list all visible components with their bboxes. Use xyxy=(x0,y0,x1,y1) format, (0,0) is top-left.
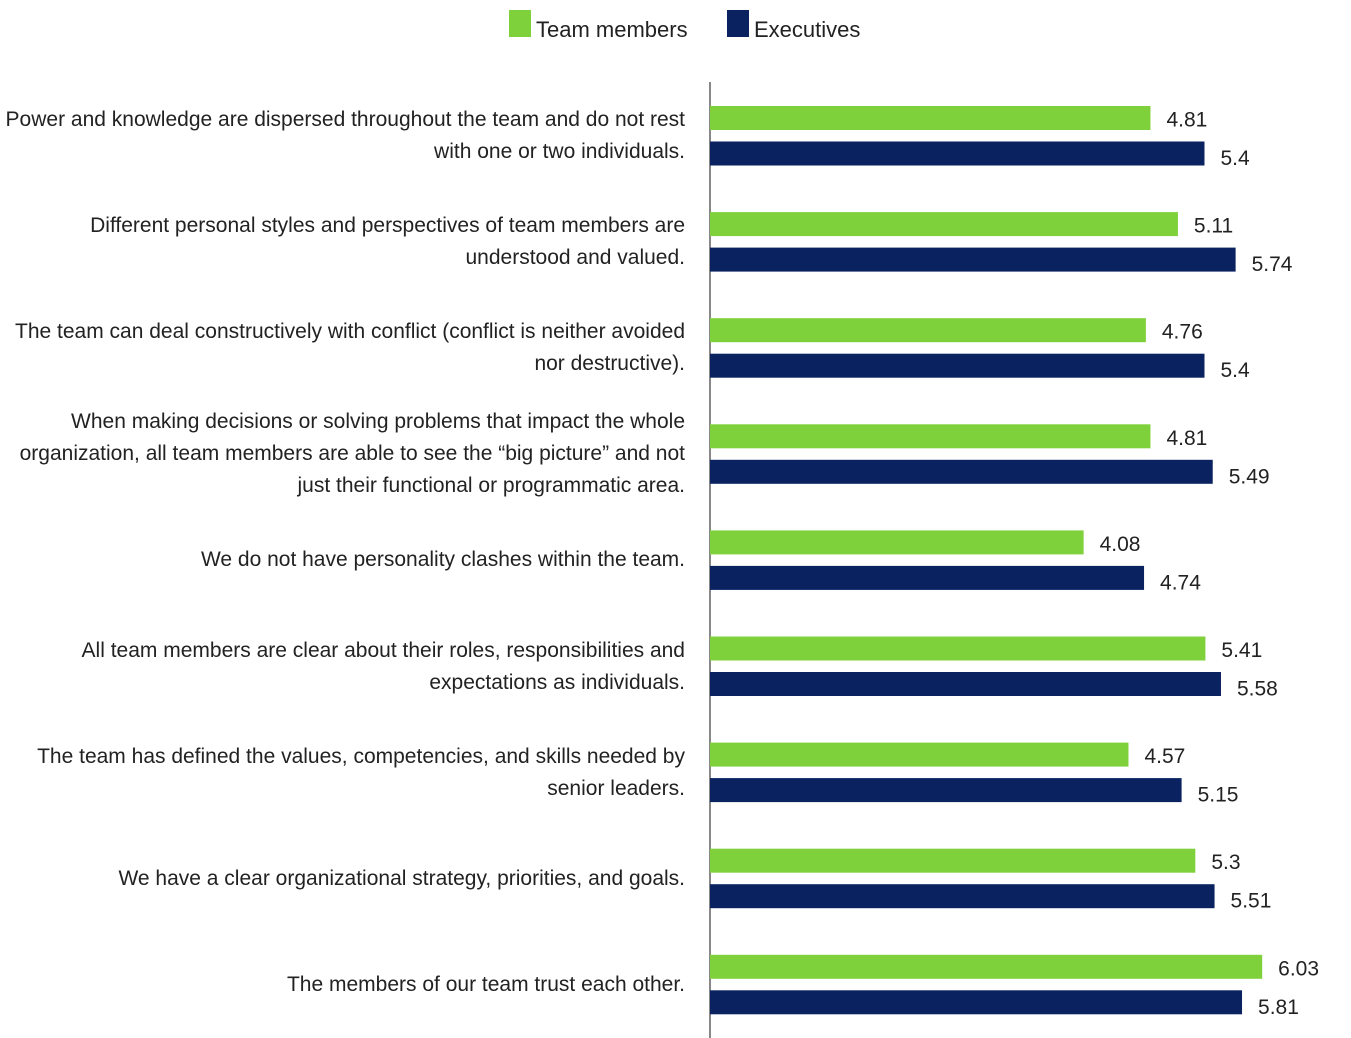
category-text: We do not have personality clashes withi… xyxy=(200,548,685,572)
category-label: The team can deal constructively with co… xyxy=(0,295,685,401)
value-label: 4.74 xyxy=(1160,571,1201,594)
value-label: 5.3 xyxy=(1211,851,1240,874)
category-label: When making decisions or solving problem… xyxy=(0,401,685,507)
value-label: 6.03 xyxy=(1278,957,1319,980)
bar xyxy=(710,742,1129,767)
bar xyxy=(710,990,1243,1015)
category-label: We have a clear organizational strategy,… xyxy=(0,826,685,932)
value-label: 4.76 xyxy=(1162,321,1203,344)
value-label: 4.81 xyxy=(1166,109,1207,132)
legend-label: Executives xyxy=(754,17,860,42)
value-label: 4.57 xyxy=(1144,745,1185,768)
category-label: Power and knowledge are dispersed throug… xyxy=(0,83,685,189)
bar xyxy=(710,954,1263,979)
category-label: We do not have personality clashes withi… xyxy=(0,507,685,613)
value-label: 5.11 xyxy=(1194,215,1233,238)
bar xyxy=(710,141,1205,166)
category-text: Power and knowledge are dispersed throug… xyxy=(5,108,685,163)
bar xyxy=(710,530,1084,555)
bar xyxy=(710,848,1196,873)
bar xyxy=(710,353,1205,378)
legend-swatch xyxy=(727,10,749,37)
bar xyxy=(710,778,1182,803)
category-text: When making decisions or solving problem… xyxy=(19,410,685,498)
bar xyxy=(710,636,1206,661)
value-label: 5.74 xyxy=(1252,253,1293,276)
bar xyxy=(710,318,1146,343)
category-text: The members of our team trust each other… xyxy=(286,972,685,996)
category-label: Different personal styles and perspectiv… xyxy=(0,189,685,295)
bar xyxy=(710,212,1178,237)
bar xyxy=(710,424,1151,449)
legend-swatch xyxy=(509,10,531,37)
bar xyxy=(710,247,1236,272)
value-label: 5.4 xyxy=(1220,147,1250,170)
category-text: We have a clear organizational strategy,… xyxy=(118,866,685,890)
bar xyxy=(710,565,1145,590)
bar xyxy=(710,884,1215,909)
bar xyxy=(710,459,1213,484)
bar xyxy=(710,672,1221,696)
category-text: All team members are clear about their r… xyxy=(81,638,685,694)
bar xyxy=(710,106,1151,130)
category-text: The team can deal constructively with co… xyxy=(15,320,685,376)
value-label: 5.51 xyxy=(1231,890,1272,913)
category-label: The team has defined the values, compete… xyxy=(0,720,685,826)
category-text: The team has defined the values, compete… xyxy=(37,744,685,800)
category-text: Different personal styles and perspectiv… xyxy=(90,214,685,270)
category-label: The members of our team trust each other… xyxy=(0,932,685,1038)
value-label: 5.15 xyxy=(1198,784,1239,807)
value-label: 5.41 xyxy=(1221,639,1262,662)
category-label: All team members are clear about their r… xyxy=(0,614,685,720)
value-label: 5.4 xyxy=(1220,359,1250,382)
value-label: 5.49 xyxy=(1229,465,1270,488)
legend-label: Team members xyxy=(536,17,688,42)
value-label: 5.81 xyxy=(1258,996,1299,1019)
value-label: 4.81 xyxy=(1166,427,1207,450)
value-label: 4.08 xyxy=(1100,533,1141,556)
value-label: 5.58 xyxy=(1237,678,1278,701)
